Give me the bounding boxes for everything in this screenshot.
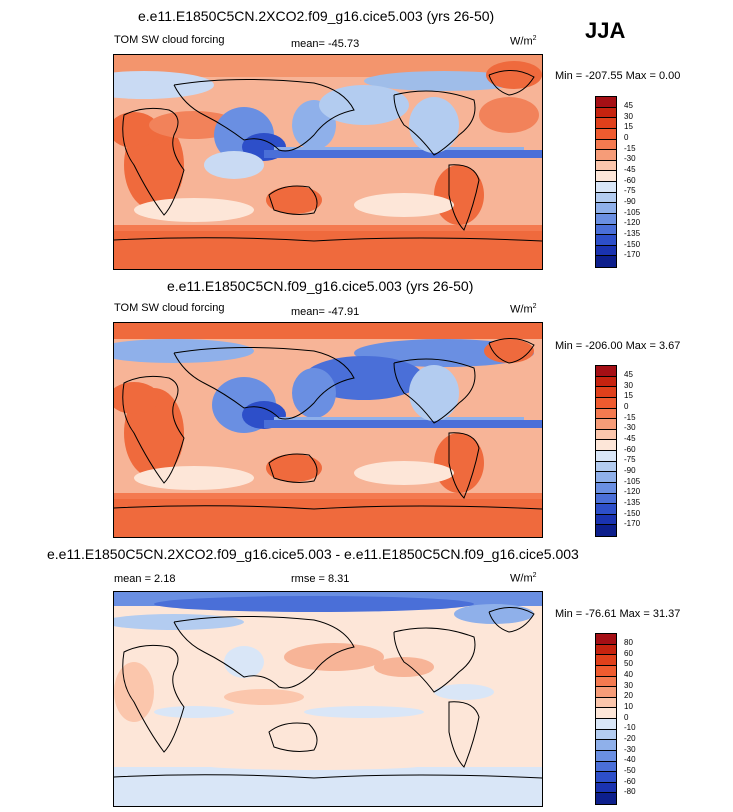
panel1-colorbar [595,96,617,268]
colorbar-tick: -135 [624,498,641,507]
colorbar-tick: 30 [624,381,633,390]
panel3-title: e.e11.E1850C5CN.2XCO2.f09_g16.cice5.003 … [47,546,579,562]
colorbar-tick: -120 [624,218,641,227]
colorbar-tick: -105 [624,208,641,217]
panel2-units: W/m2 [510,303,537,316]
season-label: JJA [585,18,626,43]
panel3-colorbar [595,633,617,805]
panel1-mean: mean= -45.73 [291,38,360,50]
colorbar-tick: 45 [624,101,633,110]
panel1-units: W/m2 [510,35,537,48]
colorbar-tick: -10 [624,723,636,732]
panel1-title: e.e11.E1850C5CN.2XCO2.f09_g16.cice5.003 … [138,8,495,24]
colorbar-tick: -30 [624,745,636,754]
colorbar-tick: 30 [624,681,633,690]
colorbar-tick: 30 [624,112,633,121]
panel2-variable-label: TOM SW cloud forcing [114,302,225,314]
colorbar-tick: 80 [624,638,633,647]
colorbar-tick: -60 [624,445,636,454]
colorbar-tick: -30 [624,423,636,432]
colorbar-tick: 15 [624,122,633,131]
panel2-title: e.e11.E1850C5CN.f09_g16.cice5.003 (yrs 2… [167,278,474,294]
colorbar-tick: -80 [624,787,636,796]
colorbar-tick: 15 [624,391,633,400]
colorbar-tick: 0 [624,133,629,142]
colorbar-tick: -170 [624,250,641,259]
colorbar-tick: -40 [624,755,636,764]
colorbar-tick: -170 [624,519,641,528]
panel1-minmax: Min = -207.55 Max = 0.00 [555,70,681,82]
colorbar-tick: -15 [624,144,636,153]
colorbar-tick: -15 [624,413,636,422]
panel3-minmax: Min = -76.61 Max = 31.37 [555,608,681,620]
panel3-rmse: rmse = 8.31 [291,573,350,585]
colorbar-tick: 20 [624,691,633,700]
colorbar-tick: -45 [624,165,636,174]
colorbar-tick: 60 [624,649,633,658]
colorbar-tick: -50 [624,766,636,775]
panel3-map [113,591,543,807]
colorbar-tick: -120 [624,487,641,496]
colorbar-tick: -20 [624,734,636,743]
colorbar-tick: 45 [624,370,633,379]
colorbar-tick: -90 [624,197,636,206]
colorbar-tick: -75 [624,455,636,464]
colorbar-tick: 0 [624,713,629,722]
colorbar-tick: -30 [624,154,636,163]
colorbar-tick: 50 [624,659,633,668]
panel1-variable-label: TOM SW cloud forcing [114,34,225,46]
colorbar-tick: 10 [624,702,633,711]
colorbar-tick: -150 [624,509,641,518]
colorbar-tick: -105 [624,477,641,486]
colorbar-tick: -60 [624,777,636,786]
colorbar-tick: 40 [624,670,633,679]
colorbar-tick: -75 [624,186,636,195]
panel2-colorbar [595,365,617,537]
colorbar-tick: -150 [624,240,641,249]
colorbar-tick: -135 [624,229,641,238]
panel1-map [113,54,543,270]
panel2-map [113,322,543,538]
colorbar-tick: -60 [624,176,636,185]
colorbar-tick: -90 [624,466,636,475]
panel3-units: W/m2 [510,572,537,585]
panel2-minmax: Min = -206.00 Max = 3.67 [555,340,681,352]
colorbar-tick: 0 [624,402,629,411]
panel3-mean: mean = 2.18 [114,573,176,585]
colorbar-tick: -45 [624,434,636,443]
panel2-mean: mean= -47.91 [291,306,360,318]
